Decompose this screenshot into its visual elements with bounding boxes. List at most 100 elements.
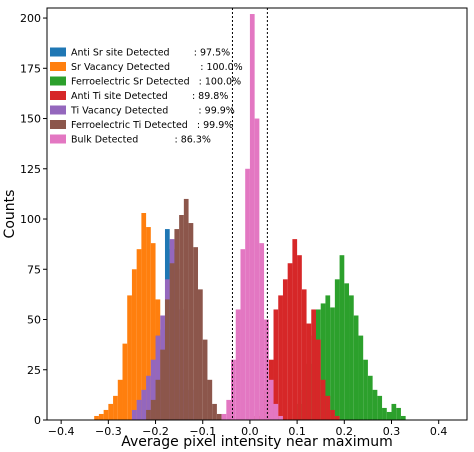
y-axis-label: Counts: [2, 190, 18, 239]
histogram-bar: [396, 407, 401, 420]
histogram-bar: [386, 411, 392, 420]
histogram-bar: [146, 375, 151, 420]
histogram-bar: [146, 409, 151, 420]
y-tick-label: 100: [20, 213, 41, 226]
histogram-bar: [131, 409, 137, 420]
histogram-bar: [367, 375, 373, 420]
histogram-bar: [155, 335, 161, 420]
histogram-bar: [136, 399, 142, 420]
histogram-bars: [94, 14, 406, 421]
histogram-bar: [127, 295, 132, 420]
histogram-bar: [113, 395, 118, 420]
histogram-bar: [174, 229, 180, 420]
histogram-bar: [339, 255, 345, 420]
legend-label: Ferroelectric Sr Detected : 100.0%: [71, 77, 241, 88]
histogram-bar: [226, 399, 232, 420]
histogram-bar: [183, 198, 189, 420]
y-tick-label: 75: [27, 263, 41, 276]
x-tick-label: −0.1: [189, 425, 216, 438]
histogram-bar: [249, 14, 255, 421]
histogram-bar: [216, 413, 222, 420]
series-6-bars: [221, 14, 283, 421]
histogram-bar: [282, 279, 288, 420]
threshold-lines: [231, 8, 268, 420]
legend-label: Anti Sr site Detected : 97.5%: [71, 48, 230, 59]
series-5-bars: [146, 198, 222, 420]
histogram-bar: [358, 335, 364, 420]
legend-label: Ferroelectric Ti Detected : 99.9%: [71, 120, 233, 131]
histogram-bar: [287, 263, 293, 420]
x-tick-label: 0.1: [288, 425, 306, 438]
histogram-bar: [212, 403, 217, 420]
histogram-bar: [207, 379, 213, 420]
legend-label: Bulk Detected : 86.3%: [71, 135, 211, 146]
chart-legend: Anti Sr site Detected : 97.5% Sr Vacancy …: [50, 47, 243, 146]
histogram-bar: [297, 255, 302, 420]
x-tick-label: −0.3: [95, 425, 122, 438]
histogram-bar: [164, 299, 170, 420]
histogram-bar: [372, 389, 378, 420]
y-tick-label: 150: [20, 113, 41, 126]
y-tick-label: 0: [34, 414, 41, 427]
histogram-bar: [240, 249, 246, 420]
histogram-bar: [221, 413, 227, 420]
histogram-bar: [306, 323, 312, 420]
histogram-bar: [301, 289, 307, 420]
histogram-bar: [193, 247, 199, 420]
histogram-bar: [231, 359, 236, 420]
legend-swatch: [50, 62, 66, 71]
x-tick-label: 0.2: [336, 425, 354, 438]
x-axis-ticks: −0.4 −0.3 −0.2 −0.1 0.0 0.1 0.2 0.3 0.4: [48, 420, 447, 438]
histogram-bar: [315, 339, 321, 420]
histogram-bar: [98, 413, 104, 420]
histogram-bar: [268, 379, 274, 420]
legend-swatch: [50, 105, 66, 115]
histogram-bar: [320, 303, 326, 420]
histogram-bar: [320, 379, 326, 420]
histogram-bar: [188, 223, 194, 420]
histogram-bar: [311, 309, 316, 420]
histogram-bar: [273, 403, 279, 420]
histogram-bar: [330, 307, 335, 420]
histogram-bar: [264, 319, 269, 420]
histogram-bar: [330, 409, 335, 420]
histogram-bar: [103, 409, 109, 420]
x-axis-label: Average pixel intensity near maximum: [121, 434, 392, 450]
histogram-bar: [377, 395, 383, 420]
histogram-bar: [363, 359, 368, 420]
histogram-bar: [292, 239, 298, 420]
histogram-bar: [141, 389, 147, 420]
histogram-bar: [235, 309, 241, 420]
histogram-bar: [202, 339, 208, 420]
histogram-bar: [108, 403, 114, 420]
x-tick-label: 0.3: [383, 425, 401, 438]
histogram-bar: [344, 283, 350, 420]
histogram-bar: [325, 395, 331, 420]
y-tick-label: 50: [27, 314, 41, 327]
histogram-bar: [278, 295, 283, 420]
histogram-bar: [245, 168, 250, 420]
histogram-bar: [400, 415, 406, 420]
histogram-bar: [150, 243, 156, 420]
histogram-bar: [179, 215, 184, 420]
x-tick-label: −0.2: [142, 425, 169, 438]
y-axis-ticks: 0 25 50 75 100 125 150 175 200: [20, 12, 47, 427]
histogram-bar: [150, 359, 156, 420]
histogram-bar: [160, 349, 165, 420]
legend-swatch: [50, 120, 66, 129]
x-tick-label: −0.4: [48, 425, 75, 438]
histogram-bar: [146, 227, 151, 420]
histogram-bar: [94, 415, 99, 420]
legend-swatch: [50, 134, 66, 144]
histogram-bar: [155, 379, 161, 420]
histogram-bar: [334, 415, 340, 420]
histogram-bar: [278, 415, 283, 420]
y-tick-label: 25: [27, 364, 41, 377]
histogram-bar: [325, 295, 331, 420]
histogram-bar: [169, 263, 175, 420]
histogram-bar: [117, 379, 123, 420]
y-tick-label: 175: [20, 62, 41, 75]
histogram-bar: [273, 309, 279, 420]
histogram-bar: [198, 289, 203, 420]
